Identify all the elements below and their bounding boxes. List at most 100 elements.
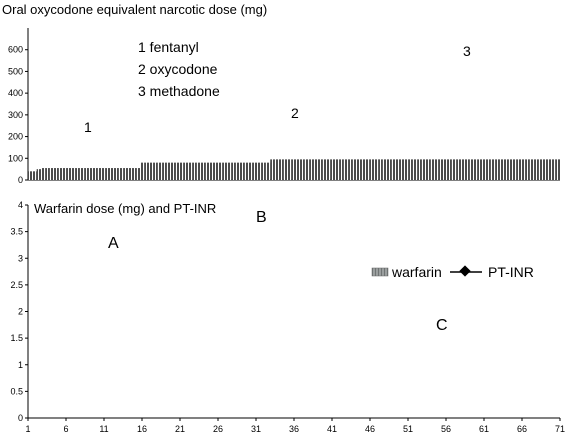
- opioid-bar: [196, 162, 202, 180]
- opioid-bar: [456, 159, 461, 180]
- opioid-bar: [166, 162, 171, 180]
- day-x-axis: 1 6 11 16 21 26 31 36 41 46 51 56 61 66 71: [25, 418, 565, 434]
- warfarin-y-tick: 3: [18, 253, 23, 263]
- opioid-bar: [170, 162, 176, 180]
- opioid-bar: [538, 159, 543, 180]
- warfarin-y-axis: 0 0.5 1 1.5 2 2.5 3 3.5 4: [10, 200, 560, 423]
- opioid-bar: [300, 159, 305, 180]
- opioid-bar: [555, 159, 560, 180]
- legend-inr-label: PT-INR: [488, 264, 534, 280]
- opioid-bar: [477, 159, 483, 180]
- opioid-bar: [348, 159, 353, 180]
- opioid-bar: [404, 159, 409, 180]
- opioid-bar: [365, 159, 370, 180]
- opioid-bars: [28, 159, 560, 180]
- day-tick: 16: [137, 424, 147, 434]
- opioid-bar: [374, 159, 379, 180]
- opioid-bar: [438, 159, 444, 180]
- opioid-bar: [110, 168, 115, 180]
- legend-inr-marker: [459, 265, 471, 277]
- opioid-bar: [547, 159, 552, 180]
- annotation-B: B: [256, 209, 267, 226]
- opioid-bar: [127, 168, 132, 180]
- opioid-bar: [425, 159, 431, 180]
- opioid-bar: [551, 159, 556, 180]
- opioid-bar: [75, 168, 80, 180]
- opioid-bar: [352, 159, 357, 180]
- opioid-bar: [278, 159, 284, 180]
- day-tick: 1: [25, 424, 30, 434]
- opioid-bar: [209, 162, 214, 180]
- legend-methadone: 3 methadone: [138, 83, 220, 99]
- opioid-bar: [136, 168, 141, 180]
- day-tick: 61: [479, 424, 489, 434]
- opioid-bar: [399, 159, 405, 180]
- opioid-bar: [153, 162, 158, 180]
- opioid-bar: [421, 159, 426, 180]
- opioid-bar: [261, 162, 266, 180]
- opioid-bar: [369, 159, 375, 180]
- day-tick: 41: [327, 424, 337, 434]
- opioid-bar: [408, 159, 413, 180]
- opioid-bar: [460, 159, 465, 180]
- opioid-bar: [434, 159, 439, 180]
- opioid-bar: [395, 159, 400, 180]
- opioid-bar: [188, 162, 193, 180]
- opioid-bar: [183, 162, 189, 180]
- opioid-bar: [28, 171, 33, 180]
- opioid-bar: [473, 159, 478, 180]
- opioid-bar: [144, 162, 150, 180]
- opioid-bar: [205, 162, 210, 180]
- opioid-bar: [270, 159, 275, 180]
- opioid-bar: [391, 159, 396, 180]
- opioid-bar: [430, 159, 435, 180]
- opioid-bar: [326, 159, 331, 180]
- opioid-bar: [88, 168, 93, 180]
- opioid-bar: [516, 159, 522, 180]
- warfarin-y-tick: 4: [18, 200, 23, 210]
- opioid-bar: [192, 162, 197, 180]
- opioid-bar: [386, 159, 392, 180]
- opioid-bar: [97, 168, 102, 180]
- opioid-chart: Oral oxycodone equivalent narcotic dose …: [2, 2, 560, 185]
- opioid-bar: [140, 162, 145, 180]
- opioid-bar: [330, 159, 336, 180]
- opioid-bar: [482, 159, 487, 180]
- opioid-bar: [304, 159, 310, 180]
- day-tick: 71: [555, 424, 565, 434]
- opioid-chart-title: Oral oxycodone equivalent narcotic dose …: [2, 2, 267, 17]
- warfarin-y-tick: 3.5: [10, 227, 23, 237]
- opioid-bar: [378, 159, 383, 180]
- opioid-bar: [265, 162, 271, 180]
- opioid-bar: [291, 159, 297, 180]
- warfarin-y-tick: 1: [18, 360, 23, 370]
- opioid-bar: [521, 159, 526, 180]
- opioid-bar: [149, 162, 154, 180]
- opioid-bar: [495, 159, 500, 180]
- opioid-bar: [53, 168, 59, 180]
- annotation-C: C: [436, 317, 448, 334]
- legend-oxycodone: 2 oxycodone: [138, 61, 218, 77]
- opioid-bar: [534, 159, 539, 180]
- legend-warfarin-swatch: [371, 267, 389, 277]
- opioid-bar: [322, 159, 327, 180]
- opioid-bar: [447, 159, 452, 180]
- day-tick: 6: [63, 424, 68, 434]
- opioid-bar: [339, 159, 344, 180]
- day-tick: 26: [213, 424, 223, 434]
- opioid-bar: [131, 168, 137, 180]
- opioid-bar: [313, 159, 318, 180]
- opioid-bar: [201, 162, 206, 180]
- warfarin-y-tick: 2: [18, 307, 23, 317]
- day-tick: 21: [175, 424, 185, 434]
- opioid-y-tick: 600: [8, 45, 23, 55]
- opioid-bar: [231, 162, 236, 180]
- opioid-bar: [218, 162, 223, 180]
- opioid-bar: [62, 168, 67, 180]
- opioid-bar: [36, 169, 41, 180]
- day-tick: 31: [251, 424, 261, 434]
- opioid-bar: [361, 159, 366, 180]
- opioid-bar: [175, 162, 180, 180]
- opioid-bar: [464, 159, 470, 180]
